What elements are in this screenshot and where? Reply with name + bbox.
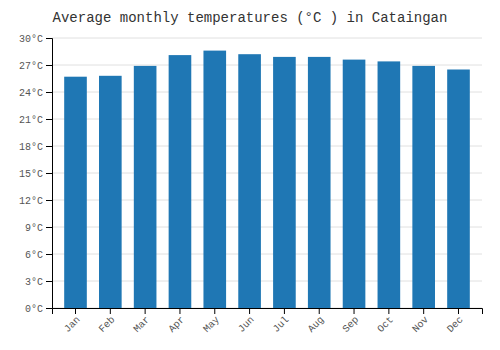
y-tick: 3°C xyxy=(25,277,52,288)
x-tick-mark xyxy=(110,308,111,314)
x-tick-mark xyxy=(458,308,459,314)
y-axis-line xyxy=(46,39,53,309)
y-tick-mark xyxy=(46,281,52,282)
x-tick-label: Jul xyxy=(271,314,292,335)
chart-svg: Average monthly temperatures (°C ) in Ca… xyxy=(0,0,500,350)
y-tick-label: 21°C xyxy=(19,115,43,126)
bar xyxy=(203,51,226,308)
y-tick-mark xyxy=(46,92,52,93)
y-tick-label: 24°C xyxy=(19,88,43,99)
x-tick-mark xyxy=(249,308,250,314)
x-tick-mark xyxy=(284,308,285,314)
x-tick-mark xyxy=(354,308,355,314)
y-tick-label: 9°C xyxy=(25,223,43,234)
x-tick: Oct xyxy=(375,308,396,335)
y-tick: 21°C xyxy=(19,115,52,126)
x-tick-label: Feb xyxy=(97,314,118,335)
bars xyxy=(64,51,470,308)
y-tick-mark xyxy=(46,173,52,174)
bar xyxy=(273,57,296,308)
bar xyxy=(343,60,366,308)
y-tick-label: 3°C xyxy=(25,277,43,288)
y-tick: 27°C xyxy=(19,61,52,72)
y-tick: 18°C xyxy=(19,142,52,153)
x-tick-label: Jan xyxy=(62,314,83,335)
x-tick: Apr xyxy=(167,308,188,335)
y-tick: 30°C xyxy=(19,34,52,45)
chart-container: Average monthly temperatures (°C ) in Ca… xyxy=(0,0,500,350)
y-tick-mark xyxy=(46,308,52,309)
x-tick-mark xyxy=(214,308,215,314)
bar xyxy=(378,61,401,308)
bar xyxy=(99,76,122,308)
x-tick-mark xyxy=(423,308,424,314)
x-tick: Aug xyxy=(306,308,327,335)
x-axis: Jan Feb Mar Apr May Jun Jul Aug Sep Oct Nov Dec xyxy=(53,308,483,335)
y-tick-label: 30°C xyxy=(19,34,43,45)
x-tick: Feb xyxy=(97,308,118,335)
x-tick: Sep xyxy=(341,308,362,335)
x-tick-label: Aug xyxy=(306,314,327,335)
chart-title: Average monthly temperatures (°C ) in Ca… xyxy=(53,10,448,26)
grid xyxy=(52,38,482,308)
x-tick-mark xyxy=(145,308,146,314)
plot: 0°C 3°C 6°C 9°C 12°C 15°C 18°C 21°C 24°C 27°C 30°C… xyxy=(19,34,483,335)
bar xyxy=(238,54,261,308)
x-tick-mark xyxy=(388,308,389,314)
y-tick-mark xyxy=(46,119,52,120)
x-tick-label: Oct xyxy=(375,314,396,335)
y-tick-label: 15°C xyxy=(19,169,43,180)
bar xyxy=(169,55,192,308)
y-tick: 6°C xyxy=(25,250,52,261)
y-tick-mark xyxy=(46,227,52,228)
grid-line xyxy=(52,38,482,39)
x-tick-label: May xyxy=(201,314,222,335)
y-tick-mark xyxy=(46,200,52,201)
x-tick-mark xyxy=(319,308,320,314)
x-tick-label: Nov xyxy=(410,314,431,335)
y-tick-mark xyxy=(46,146,52,147)
bar xyxy=(308,57,331,308)
y-tick: 9°C xyxy=(25,223,52,234)
x-tick: Nov xyxy=(410,308,431,335)
y-tick-label: 27°C xyxy=(19,61,43,72)
bar xyxy=(447,70,470,309)
x-tick-mark xyxy=(75,308,76,314)
x-tick: Jan xyxy=(62,308,83,335)
bar xyxy=(134,66,157,308)
x-tick: Dec xyxy=(445,308,466,335)
y-tick: 24°C xyxy=(19,88,52,99)
x-tick: Mar xyxy=(132,308,153,335)
x-tick: May xyxy=(201,308,222,335)
x-tick-label: Sep xyxy=(341,314,362,335)
x-tick-label: Dec xyxy=(445,314,466,335)
y-tick: 15°C xyxy=(19,169,52,180)
x-tick: Jun xyxy=(236,308,257,335)
x-tick-mark xyxy=(179,308,180,314)
y-axis: 0°C 3°C 6°C 9°C 12°C 15°C 18°C 21°C 24°C 27°C 30°C xyxy=(19,34,53,315)
x-tick: Jul xyxy=(271,308,292,335)
y-tick-label: 12°C xyxy=(19,196,43,207)
x-tick-label: Jun xyxy=(236,314,257,335)
y-tick-mark xyxy=(46,254,52,255)
y-tick: 0°C xyxy=(25,304,52,315)
x-tick-label: Apr xyxy=(167,314,188,335)
y-tick: 12°C xyxy=(19,196,52,207)
bar xyxy=(412,66,435,308)
grid-line xyxy=(52,65,482,66)
y-tick-label: 0°C xyxy=(25,304,43,315)
x-axis-line xyxy=(53,309,483,315)
y-tick-label: 18°C xyxy=(19,142,43,153)
y-tick-label: 6°C xyxy=(25,250,43,261)
y-tick-mark xyxy=(46,38,52,39)
bar xyxy=(64,77,87,308)
y-tick-mark xyxy=(46,65,52,66)
x-tick-label: Mar xyxy=(132,314,153,335)
